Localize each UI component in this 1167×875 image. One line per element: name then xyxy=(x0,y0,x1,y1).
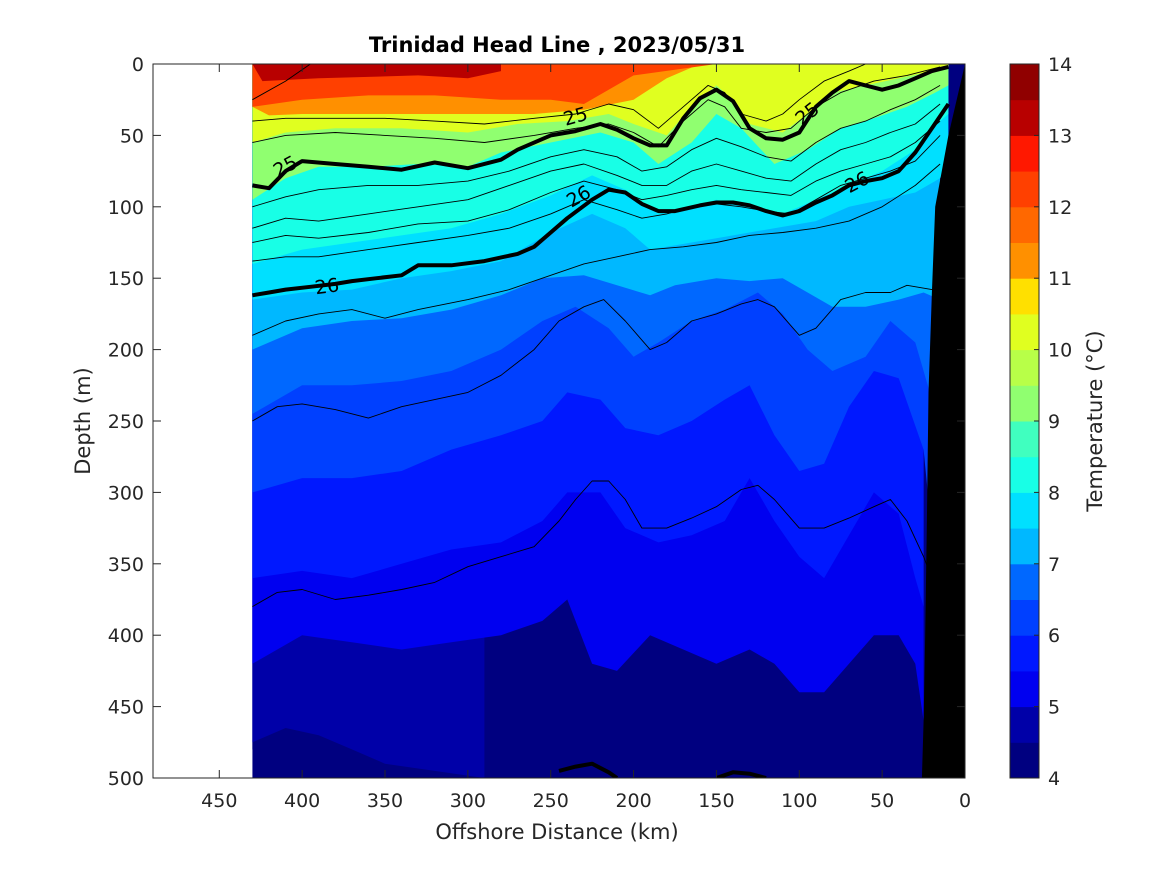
density-contour xyxy=(252,163,941,336)
colorbar-label: Temperature (°C) xyxy=(1083,330,1107,512)
sea-floor xyxy=(921,64,965,778)
sea-floor-fill xyxy=(921,64,965,778)
y-tick-label: 100 xyxy=(108,197,144,219)
colorbar-tick-label: 8 xyxy=(1048,482,1060,504)
x-tick-label: 400 xyxy=(284,790,320,812)
y-tick-label: 400 xyxy=(108,625,144,647)
colorbar-swatch xyxy=(1010,135,1039,172)
colorbar-swatch xyxy=(1010,706,1039,743)
colorbar-swatch xyxy=(1010,599,1039,636)
x-tick-label: 350 xyxy=(367,790,403,812)
colorbar-swatch xyxy=(1010,385,1039,422)
x-tick-label: 300 xyxy=(450,790,486,812)
colorbar-swatch xyxy=(1010,492,1039,529)
colorbar-swatch xyxy=(1010,171,1039,208)
y-tick-label: 500 xyxy=(108,768,144,790)
colorbar-tick-label: 10 xyxy=(1048,340,1072,362)
colorbar-tick-label: 9 xyxy=(1048,411,1060,433)
density-contour xyxy=(252,480,933,607)
colorbar-tick-label: 13 xyxy=(1048,125,1072,147)
y-tick-label: 300 xyxy=(108,482,144,504)
colorbar-swatch xyxy=(1010,313,1039,351)
y-tick-label: 450 xyxy=(108,697,144,719)
x-tick-label: 150 xyxy=(698,790,734,812)
density-contour-bold xyxy=(252,64,949,191)
colorbar-tick-label: 7 xyxy=(1048,554,1060,576)
colorbar-swatch xyxy=(1010,349,1039,386)
colorbar-swatch xyxy=(1010,99,1039,136)
colorbar-swatch xyxy=(1010,206,1039,243)
density-contour-bold xyxy=(252,102,951,298)
x-tick-label: 450 xyxy=(201,790,237,812)
x-axis-ticks: 450 400 350 300 250 200 150 100 50 0 xyxy=(201,64,971,812)
x-tick-label: 0 xyxy=(959,790,971,812)
x-tick-label: 50 xyxy=(870,790,894,812)
density-contours xyxy=(252,64,951,778)
y-tick-label: 50 xyxy=(120,125,144,147)
x-tick-label: 200 xyxy=(615,790,651,812)
colorbar-tick-label: 5 xyxy=(1048,697,1060,719)
chart-title: Trinidad Head Line , 2023/05/31 xyxy=(369,33,745,57)
density-contour xyxy=(252,64,866,129)
colorbar-tick-label: 14 xyxy=(1048,54,1072,76)
y-axis-ticks: 0 50 100 150 200 250 300 350 400 450 500 xyxy=(108,54,965,790)
colorbar-swatch xyxy=(1010,742,1039,779)
colorbar-swatch xyxy=(1010,670,1039,708)
density-contour xyxy=(252,85,941,208)
colorbar-tick-label: 11 xyxy=(1048,268,1072,290)
density-contour xyxy=(252,66,941,148)
colorbar-swatch xyxy=(1010,64,1039,101)
colorbar-swatch xyxy=(1010,242,1039,279)
density-contour xyxy=(252,284,949,422)
y-tick-label: 200 xyxy=(108,340,144,362)
temperature-band xyxy=(252,64,965,82)
contour-label: 26 xyxy=(313,274,340,299)
y-tick-label: 0 xyxy=(132,54,144,76)
colorbar-swatch xyxy=(1010,635,1039,672)
density-contour xyxy=(252,103,941,229)
x-tick-label: 100 xyxy=(781,790,817,812)
colorbar-swatch xyxy=(1010,278,1039,315)
colorbar: 4 5 6 7 8 9 10 11 12 13 14 xyxy=(1009,54,1072,790)
x-tick-label: 250 xyxy=(533,790,569,812)
colorbar-swatch xyxy=(1010,456,1039,493)
y-axis-label: Depth (m) xyxy=(71,367,95,474)
y-tick-label: 350 xyxy=(108,554,144,576)
colorbar-tick-label: 4 xyxy=(1048,768,1060,790)
density-contour-bold xyxy=(558,761,619,778)
colorbar-swatch xyxy=(1010,563,1039,600)
colorbar-swatch xyxy=(1010,528,1039,565)
density-contour xyxy=(252,120,941,243)
density-contour xyxy=(252,135,941,262)
density-contour-bold xyxy=(715,770,767,778)
y-tick-label: 250 xyxy=(108,411,144,433)
colorbar-tick-label: 6 xyxy=(1048,625,1060,647)
colorbar-swatch xyxy=(1010,421,1039,458)
colorbar-tick-label: 12 xyxy=(1048,197,1072,219)
x-axis-label: Offshore Distance (km) xyxy=(435,820,678,844)
y-tick-label: 150 xyxy=(108,268,144,290)
